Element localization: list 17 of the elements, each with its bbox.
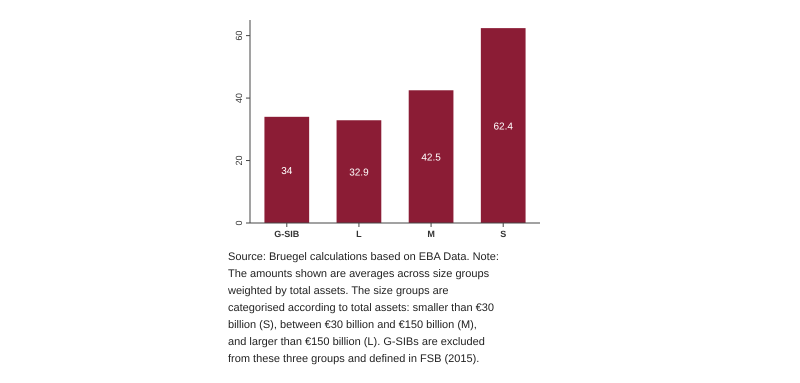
y-tick-label: 60 [234,30,244,41]
y-tick-label: 0 [234,220,244,226]
bar [408,90,454,223]
bar [480,28,526,223]
data-label: 34 [281,166,293,177]
data-label: 62.4 [493,122,514,133]
y-tick-label: 40 [234,93,244,104]
x-tick-label: M [427,229,435,239]
x-tick-label: L [356,229,362,239]
data-label: 42.5 [421,152,442,164]
x-tick-label: S [500,229,506,239]
y-tick-label: 20 [234,156,244,166]
bar [336,120,382,223]
data-label: 32.9 [349,168,370,179]
source-note: Source: Bruegel calculations based on EBA Data. Note: The amounts shown are averages across size groups weighted by total assets. The size groups are categorised according to total assets: smaller than €30 billion (S), between €30 billion and €150 billion (M), and larger than €150 billion (L). G-SIBs are excluded from these three groups and defined in FSB (2015). [227,251,499,365]
bar [264,116,310,223]
x-tick-label: G-SIB [274,229,300,239]
